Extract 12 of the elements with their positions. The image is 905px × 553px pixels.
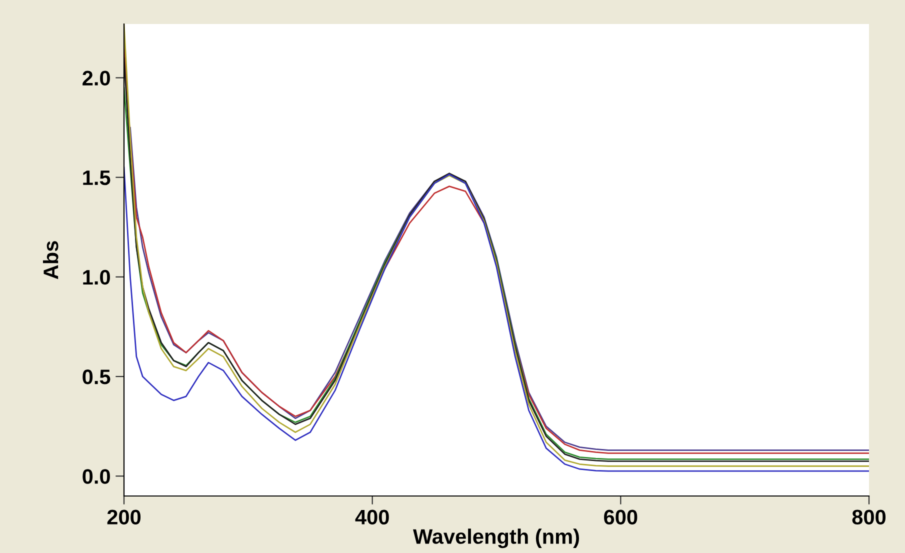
y-tick-label: 1.5 <box>83 170 110 186</box>
y-tick-label: 1.0 <box>83 270 110 285</box>
x-tick-label: 800 <box>852 510 886 524</box>
line-series <box>124 166 869 472</box>
x-axis-title: Wavelength (nm) <box>413 528 579 548</box>
y-tick-label: 0.0 <box>82 469 110 484</box>
y-axis-title: Abs <box>42 241 58 280</box>
x-tick-label: 200 <box>107 510 141 524</box>
x-tick-label: 400 <box>355 510 389 524</box>
y-tick-label: 2.0 <box>82 70 110 86</box>
y-tick-label: 0.5 <box>82 370 110 384</box>
x-tick-label: 600 <box>604 510 638 524</box>
